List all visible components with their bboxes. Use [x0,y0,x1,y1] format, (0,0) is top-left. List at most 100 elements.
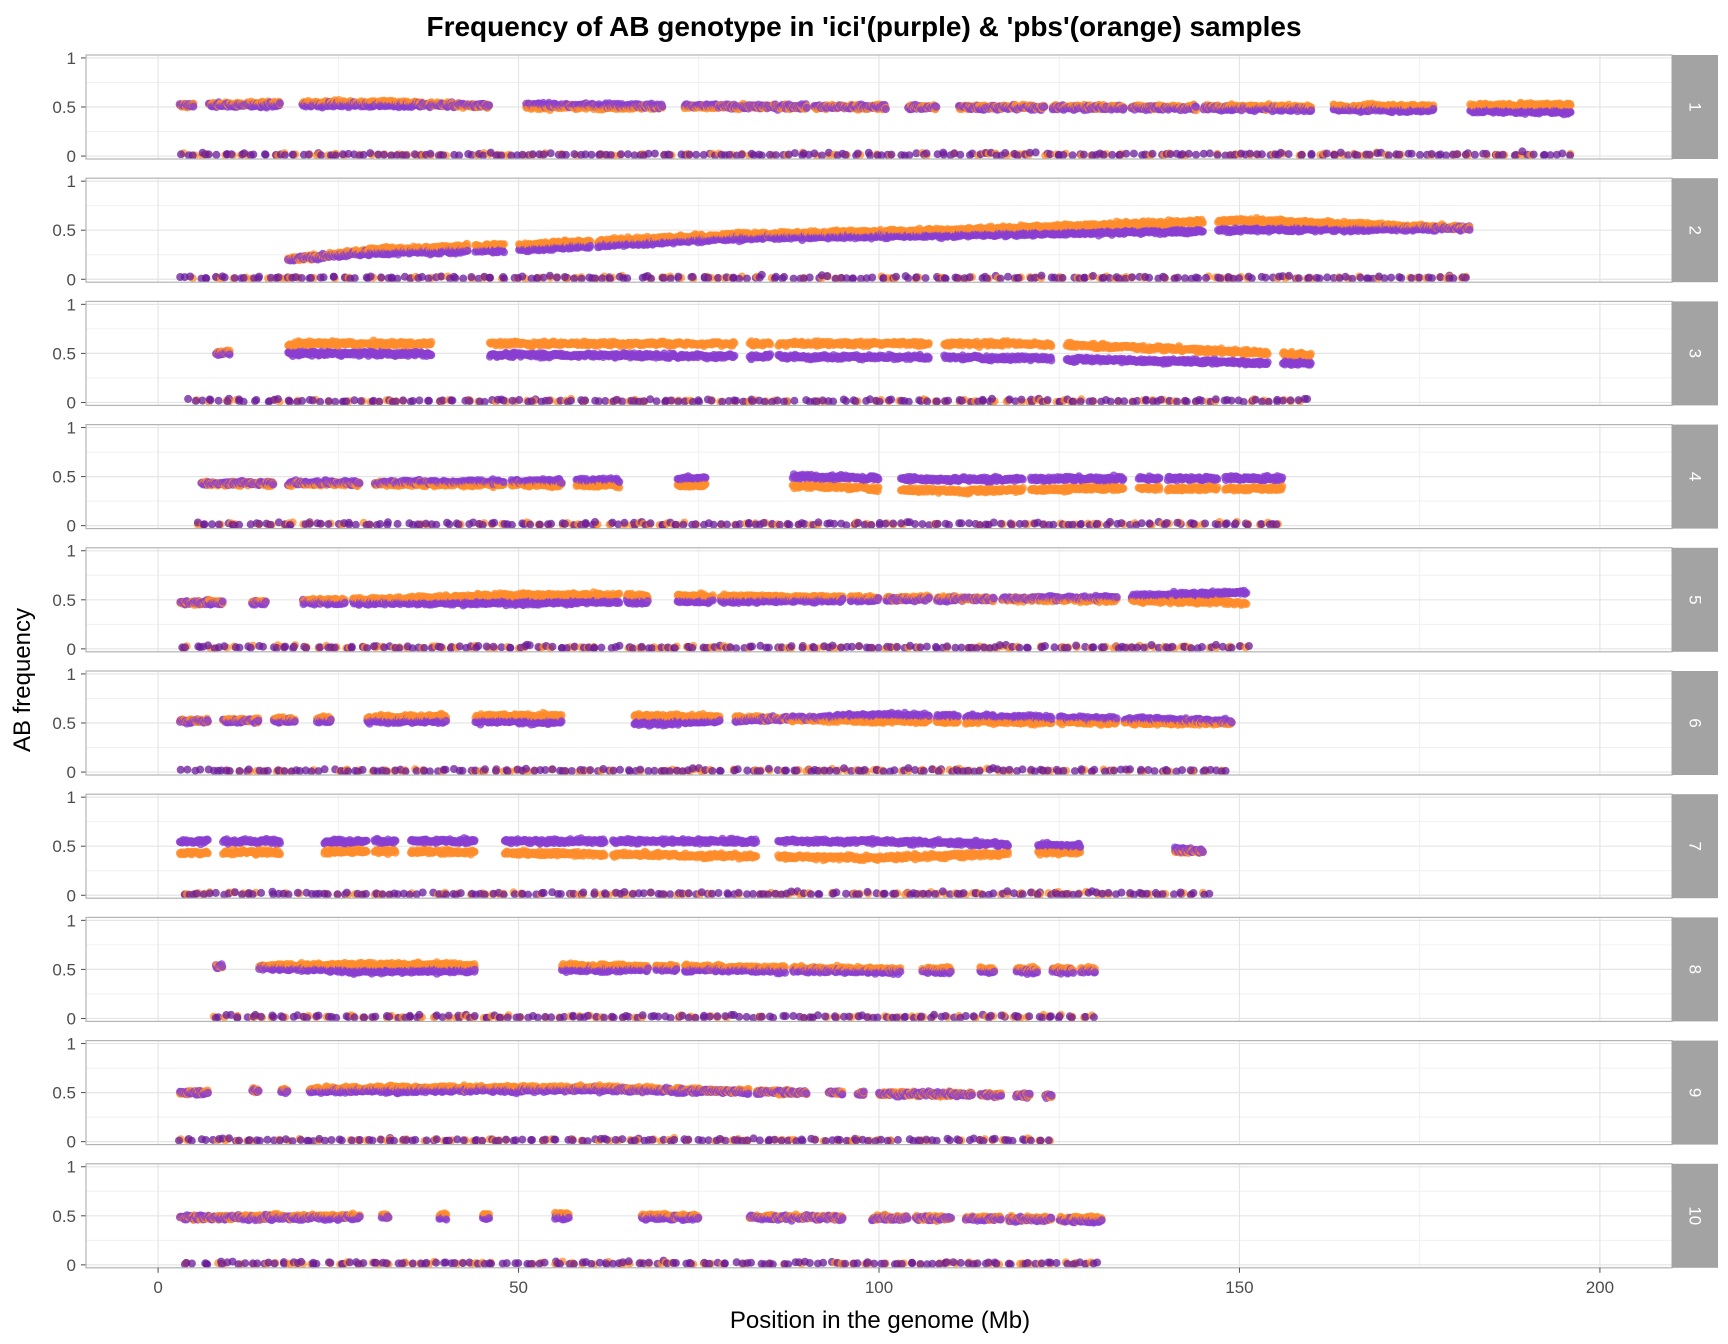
facet-strip-label: 1 [1686,102,1705,111]
y-tick-label: 0.5 [52,98,76,117]
facet-panels: 00.51100.51200.51300.51400.51500.51600.5… [52,49,1718,1275]
ici-point [1192,151,1200,159]
ici-point [1308,150,1316,158]
ici-point [1416,151,1424,159]
ici-point [305,151,313,159]
y-tick-label: 0.5 [52,221,76,240]
ici-point [497,151,505,159]
ici-point [905,151,913,159]
ici-point [658,103,666,111]
ici-point [262,151,270,159]
ici-point [1353,151,1361,159]
ici-point [464,247,472,255]
ici-point [940,151,948,159]
ici-point [540,151,548,159]
ici-point [1567,108,1575,116]
ici-point [725,151,733,159]
ici-point [189,151,197,159]
ici-point [380,151,388,159]
ici-point [1462,151,1470,159]
facet-panel-2: 00.512 [52,172,1718,289]
ici-point [485,101,493,109]
ici-point [854,150,862,158]
ici-point [803,104,811,112]
ici-point [439,151,447,159]
ici-point [1434,151,1442,159]
ici-point [1558,150,1566,158]
facet-panel-1: 00.511 [52,49,1718,166]
ici-point [1337,149,1345,157]
ici-point [1395,151,1403,159]
ici-point [1408,150,1416,158]
ici-point [317,151,325,159]
ici-point [426,150,434,158]
ici-point [791,149,799,157]
ici-point [189,103,197,111]
ici-point [1149,150,1157,158]
ici-point [1442,151,1450,159]
ici-point [586,242,594,250]
ici-point [1530,151,1538,159]
ici-point [402,151,410,159]
ici-point [1192,103,1200,111]
ici-point [842,151,850,159]
ici-point [1307,106,1315,114]
ici-point [1246,150,1254,158]
ici-point [1120,104,1128,112]
ici-point [1206,149,1214,157]
chart-title: Frequency of AB genotype in 'ici'(purple… [426,11,1301,42]
ici-point [1108,151,1116,159]
ici-point [758,151,766,159]
ici-point [1285,150,1293,158]
ici-point [249,151,257,159]
ici-point [810,149,818,157]
ici-point [455,151,463,159]
ici-point [1040,103,1048,111]
ici-point [1122,150,1130,158]
ici-point [1032,148,1040,156]
ici-point [1429,105,1437,113]
ici-point [1214,151,1222,159]
ici-point [887,151,895,159]
ici-point [332,151,340,159]
ici-point [1428,150,1436,158]
ici-point [1385,151,1393,159]
ici-point [276,99,284,107]
y-tick-label: 1 [67,172,76,191]
ici-point [177,150,185,158]
ici-point [500,248,508,256]
ici-point [932,103,940,111]
pbs-point [500,240,508,248]
ici-point [651,150,659,158]
ici-point [617,150,625,158]
ici-point [205,150,213,158]
ici-point [1323,150,1331,158]
ici-point [1453,150,1461,158]
ici-point [1566,151,1574,159]
ici-point [547,149,555,157]
ici-point [923,149,931,157]
ici-point [1471,151,1479,159]
ici-point [956,151,964,159]
ici-point [1298,151,1306,159]
ici-point [562,151,570,159]
ici-point [1080,151,1088,159]
ici-point [1069,151,1077,159]
ici-point [227,150,235,158]
ici-point [1185,150,1193,158]
ici-point [281,151,289,159]
ici-point [1258,150,1266,158]
ici-point [1499,151,1507,159]
y-tick-label: 0 [67,147,76,166]
ici-point [607,151,615,159]
ici-point [1059,151,1067,159]
ici-point [772,151,780,159]
ici-point [1277,149,1285,157]
ici-point [1130,150,1138,158]
ici-point [366,149,374,157]
ici-point [212,151,220,159]
ici-point [1001,149,1009,157]
ici-point [1366,151,1374,159]
ici-point [1014,152,1022,160]
